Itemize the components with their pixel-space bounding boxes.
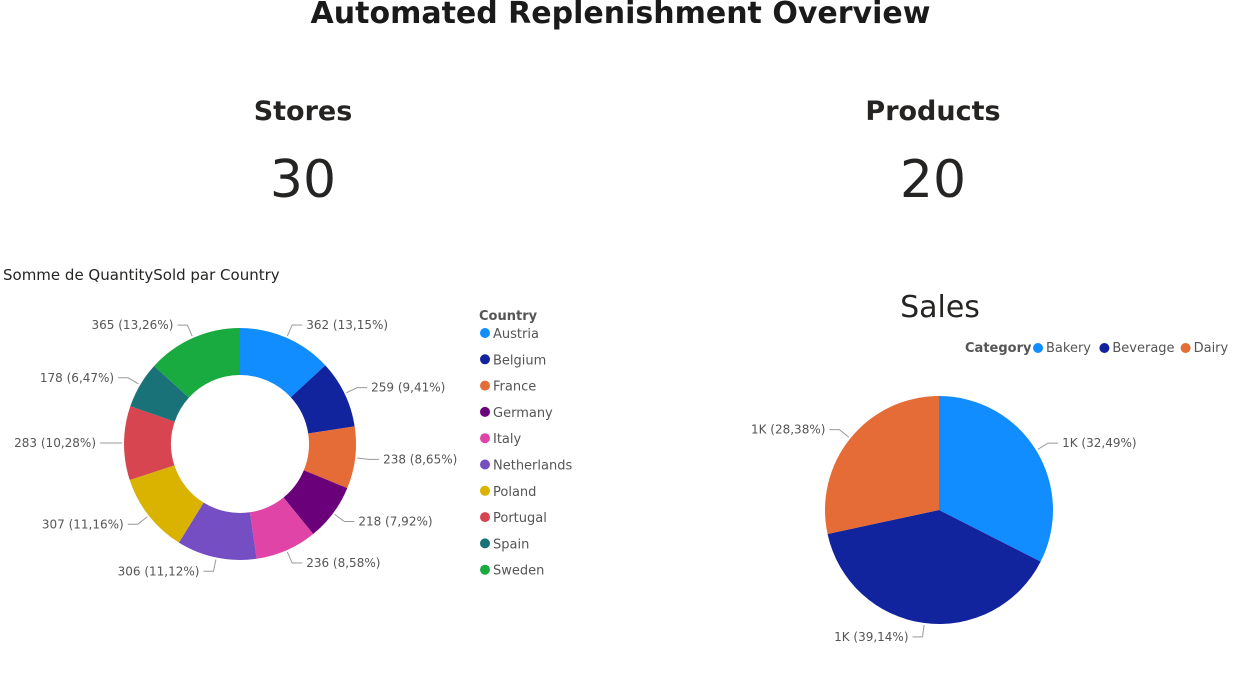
donut-slice-spain[interactable] [130,366,189,422]
sales-chart-title: Sales [900,290,980,325]
donut-data-label: 306 (11,12%) [118,564,200,578]
donut-slice-france[interactable] [303,426,356,489]
legend-item-germany[interactable]: Germany [493,406,553,421]
pie-slice-bakery[interactable] [939,396,1053,562]
pie-data-label: 1K (32,49%) [1062,436,1136,450]
donut-slice-portugal[interactable] [123,406,175,480]
legend-item-italy[interactable]: Italy [493,432,522,447]
legend-item-austria[interactable]: Austria [493,327,539,342]
donut-slice-germany[interactable] [283,470,348,535]
donut-data-label: 238 (8,65%) [383,452,457,466]
donut-data-label: 218 (7,92%) [358,515,432,529]
sales-pie-chart[interactable]: Category Bakery Beverage Dairy 1K (32,49%) 1K… [620,330,1241,660]
donut-leader-line [127,516,148,525]
donut-chart-title: Somme de QuantitySold par Country [3,266,280,284]
legend-marker-germany [480,406,490,417]
legend-item-portugal[interactable]: Portugal [493,511,547,526]
legend-item-belgium[interactable]: Belgium [493,353,546,368]
donut-slice-austria[interactable] [240,328,326,398]
pie-legend-item-bakery[interactable]: Bakery [1046,341,1091,356]
legend-marker-belgium [480,354,490,365]
country-donut-chart[interactable]: 362 (13,15%) 259 (9,41%) 238 (8,65%) 218 (7… [0,290,620,610]
donut-legend-title: Country [479,309,538,324]
donut-slice-netherlands[interactable] [178,502,257,560]
page-title: Automated Replenishment Overview [310,0,931,31]
donut-leader-line [346,387,368,394]
legend-marker-italy [480,433,490,444]
pie-leader-line [912,624,925,638]
legend-marker-netherlands [480,459,490,470]
donut-leader-line [357,457,380,460]
pie-legend-item-beverage[interactable]: Beverage [1112,341,1174,356]
legend-marker-portugal [480,512,490,523]
pie-legend-item-dairy[interactable]: Dairy [1194,341,1229,356]
donut-leader-line [118,377,139,385]
legend-marker-spain [480,538,490,549]
pie-leader-line [829,429,850,438]
legend-marker-austria [480,328,490,338]
donut-data-label: 236 (8,58%) [306,556,380,570]
donut-data-label: 178 (6,47%) [40,371,114,385]
legend-item-spain[interactable]: Spain [493,537,529,552]
donut-data-label: 307 (11,16%) [42,517,124,531]
legend-marker-france [480,380,490,391]
pie-legend-title: Category [965,341,1032,356]
pie-data-label: 1K (28,38%) [751,423,825,437]
products-card-value: 20 [899,150,967,210]
pie-legend-marker-bakery [1033,343,1043,353]
pie-slice-beverage[interactable] [827,510,1041,624]
donut-data-label: 283 (10,28%) [14,436,96,450]
donut-data-label: 362 (13,15%) [306,318,388,332]
donut-data-label: 259 (9,41%) [371,381,445,395]
donut-leader-line [286,324,303,337]
donut-data-label: 365 (13,26%) [92,318,174,332]
donut-slice-belgium[interactable] [290,365,355,434]
pie-slice-dairy[interactable] [825,396,939,535]
donut-slice-italy[interactable] [249,497,314,559]
donut-leader-line [177,324,193,337]
legend-item-sweden[interactable]: Sweden [493,564,544,579]
donut-slice-sweden[interactable] [154,328,240,398]
pie-data-label: 1K (39,14%) [834,630,908,644]
stores-card-value: 30 [269,150,337,210]
donut-leader-line [203,559,217,572]
products-card-title: Products [865,96,1001,127]
pie-legend-marker-dairy [1180,343,1191,353]
donut-leader-line [334,513,355,523]
stores-card-title: Stores [253,96,353,127]
legend-item-netherlands[interactable]: Netherlands [493,459,572,474]
pie-legend-marker-beverage [1099,343,1110,353]
legend-item-poland[interactable]: Poland [493,485,536,500]
legend-marker-sweden [480,564,490,575]
donut-slice-poland[interactable] [129,465,204,543]
pie-leader-line [1037,442,1059,450]
legend-marker-poland [480,485,490,496]
legend-item-france[interactable]: France [493,380,536,395]
donut-leader-line [286,551,303,564]
